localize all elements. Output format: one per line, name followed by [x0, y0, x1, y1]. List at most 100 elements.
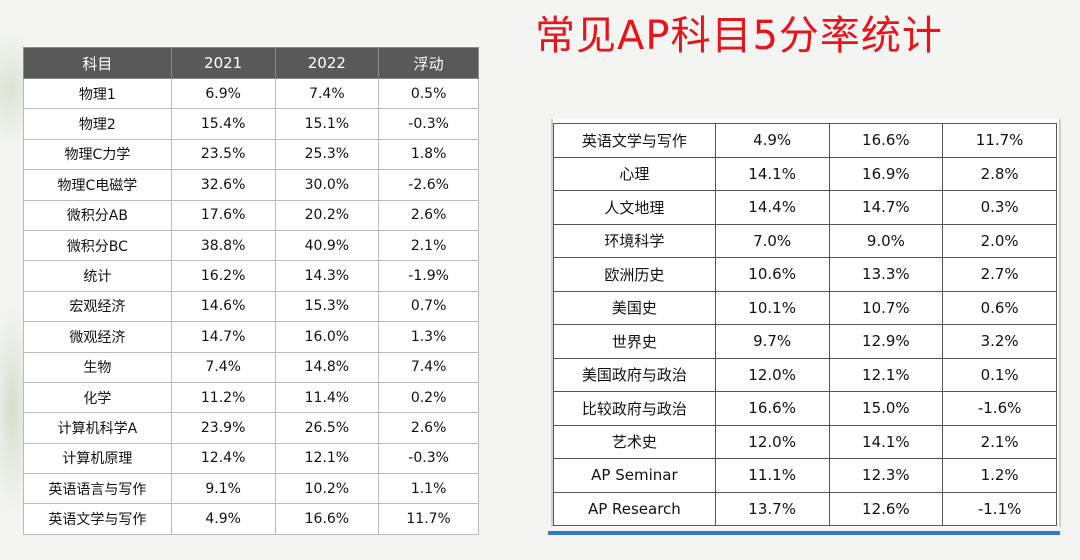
- score-2022-cell: 12.6%: [829, 492, 944, 526]
- subject-cell: 艺术史: [553, 425, 716, 459]
- score-2021-cell: 16.6%: [715, 391, 830, 426]
- header-2022: 2022: [274, 47, 380, 79]
- table-header-row: 科目 2021 2022 浮动: [23, 47, 479, 79]
- score-2021-cell: 12.4%: [170, 442, 276, 475]
- subject-cell: AP Research: [553, 492, 716, 526]
- change-cell: 1.8%: [378, 138, 479, 171]
- table-row: 世界史 9.7% 12.9% 3.2%: [553, 324, 1057, 359]
- subject-cell: AP Seminar: [553, 458, 716, 493]
- score-2022-cell: 40.9%: [274, 229, 380, 262]
- subject-cell: 世界史: [553, 324, 716, 359]
- score-2021-cell: 16.2%: [170, 260, 276, 292]
- subject-cell: 统计: [23, 260, 172, 292]
- table-row: 物理2 15.4% 15.1% -0.3%: [23, 108, 479, 140]
- subject-cell: 物理2: [23, 108, 172, 140]
- subject-cell: 欧洲历史: [553, 257, 716, 292]
- score-2022-cell: 15.0%: [829, 391, 944, 426]
- score-2022-cell: 16.9%: [829, 157, 944, 191]
- table-row: 欧洲历史 10.6% 13.3% 2.7%: [553, 257, 1057, 292]
- score-2022-cell: 14.7%: [829, 190, 944, 225]
- table-row: 宏观经济 14.6% 15.3% 0.7%: [23, 290, 479, 323]
- header-change: 浮动: [378, 47, 479, 79]
- change-cell: 7.4%: [378, 351, 479, 383]
- subject-cell: 物理1: [23, 77, 172, 110]
- change-cell: 1.2%: [942, 458, 1057, 493]
- change-cell: -2.6%: [378, 169, 479, 201]
- table-row: 微积分BC 38.8% 40.9% 2.1%: [23, 229, 479, 262]
- change-cell: 2.0%: [942, 224, 1057, 258]
- table-row: AP Seminar 11.1% 12.3% 1.2%: [553, 458, 1057, 493]
- score-2022-cell: 16.6%: [274, 503, 380, 535]
- score-2021-cell: 23.5%: [170, 138, 276, 171]
- change-cell: 2.6%: [378, 199, 479, 231]
- change-cell: -1.9%: [378, 260, 479, 292]
- right-score-table: 英语文学与写作 4.9% 16.6% 11.7% 心理 14.1% 16.9% 2.8% 人文地…: [553, 123, 1057, 526]
- score-2021-cell: 4.9%: [715, 123, 830, 158]
- table-row: 统计 16.2% 14.3% -1.9%: [23, 260, 479, 292]
- table-row: 艺术史 12.0% 14.1% 2.1%: [553, 425, 1057, 459]
- score-2021-cell: 32.6%: [170, 169, 276, 201]
- table-row: 英语文学与写作 4.9% 16.6% 11.7%: [553, 123, 1057, 158]
- change-cell: 11.7%: [942, 123, 1057, 158]
- left-score-table: 科目 2021 2022 浮动 物理1 6.9% 7.4% 0.5% 物理2 15.4% 1…: [23, 47, 479, 535]
- change-cell: 2.8%: [942, 157, 1057, 191]
- table-row: 英语文学与写作 4.9% 16.6% 11.7%: [23, 503, 479, 535]
- table-row: 微积分AB 17.6% 20.2% 2.6%: [23, 199, 479, 231]
- table-row: AP Research 13.7% 12.6% -1.1%: [553, 492, 1057, 526]
- score-2022-cell: 14.3%: [274, 260, 380, 292]
- score-2021-cell: 23.9%: [170, 412, 276, 444]
- table-row: 计算机科学A 23.9% 26.5% 2.6%: [23, 412, 479, 444]
- score-2022-cell: 12.1%: [829, 358, 944, 392]
- subject-cell: 物理C力学: [23, 138, 172, 171]
- score-2022-cell: 10.7%: [829, 291, 944, 325]
- table-row: 物理C力学 23.5% 25.3% 1.8%: [23, 138, 479, 171]
- table-row: 环境科学 7.0% 9.0% 2.0%: [553, 224, 1057, 258]
- page-title: 常见AP科目5分率统计: [535, 13, 943, 59]
- score-2021-cell: 9.1%: [170, 473, 276, 505]
- header-2021: 2021: [170, 47, 276, 79]
- subject-cell: 美国政府与政治: [553, 358, 716, 392]
- header-subject: 科目: [23, 47, 172, 79]
- subject-cell: 计算机原理: [23, 442, 172, 475]
- score-2022-cell: 26.5%: [274, 412, 380, 444]
- score-2021-cell: 38.8%: [170, 229, 276, 262]
- score-2022-cell: 20.2%: [274, 199, 380, 231]
- subject-cell: 英语文学与写作: [553, 123, 716, 158]
- score-2022-cell: 15.3%: [274, 290, 380, 323]
- subject-cell: 宏观经济: [23, 290, 172, 323]
- score-2022-cell: 14.1%: [829, 425, 944, 459]
- score-2021-cell: 4.9%: [170, 503, 276, 535]
- score-2022-cell: 10.2%: [274, 473, 380, 505]
- score-2022-cell: 9.0%: [829, 224, 944, 258]
- subject-cell: 心理: [553, 157, 716, 191]
- score-2022-cell: 12.9%: [829, 324, 944, 359]
- score-2021-cell: 11.2%: [170, 381, 276, 414]
- change-cell: -1.6%: [942, 391, 1057, 426]
- change-cell: 2.6%: [378, 412, 479, 444]
- table-row: 比较政府与政治 16.6% 15.0% -1.6%: [553, 391, 1057, 426]
- score-2021-cell: 12.0%: [715, 425, 830, 459]
- subject-cell: 计算机科学A: [23, 412, 172, 444]
- subject-cell: 英语文学与写作: [23, 503, 172, 535]
- table-row: 英语语言与写作 9.1% 10.2% 1.1%: [23, 473, 479, 505]
- score-2021-cell: 15.4%: [170, 108, 276, 140]
- subject-cell: 英语语言与写作: [23, 473, 172, 505]
- score-2022-cell: 12.3%: [829, 458, 944, 493]
- table-row: 物理C电磁学 32.6% 30.0% -2.6%: [23, 169, 479, 201]
- score-2022-cell: 15.1%: [274, 108, 380, 140]
- score-2021-cell: 11.1%: [715, 458, 830, 493]
- score-2022-cell: 30.0%: [274, 169, 380, 201]
- score-2021-cell: 17.6%: [170, 199, 276, 231]
- change-cell: 11.7%: [378, 503, 479, 535]
- table-row: 微观经济 14.7% 16.0% 1.3%: [23, 321, 479, 353]
- table-row: 物理1 6.9% 7.4% 0.5%: [23, 77, 479, 110]
- score-2021-cell: 12.0%: [715, 358, 830, 392]
- change-cell: 0.5%: [378, 77, 479, 110]
- score-2022-cell: 13.3%: [829, 257, 944, 292]
- score-2022-cell: 14.8%: [274, 351, 380, 383]
- subject-cell: 化学: [23, 381, 172, 414]
- change-cell: 2.1%: [378, 229, 479, 262]
- subject-cell: 比较政府与政治: [553, 391, 716, 426]
- subject-cell: 微观经济: [23, 321, 172, 353]
- score-2021-cell: 13.7%: [715, 492, 830, 526]
